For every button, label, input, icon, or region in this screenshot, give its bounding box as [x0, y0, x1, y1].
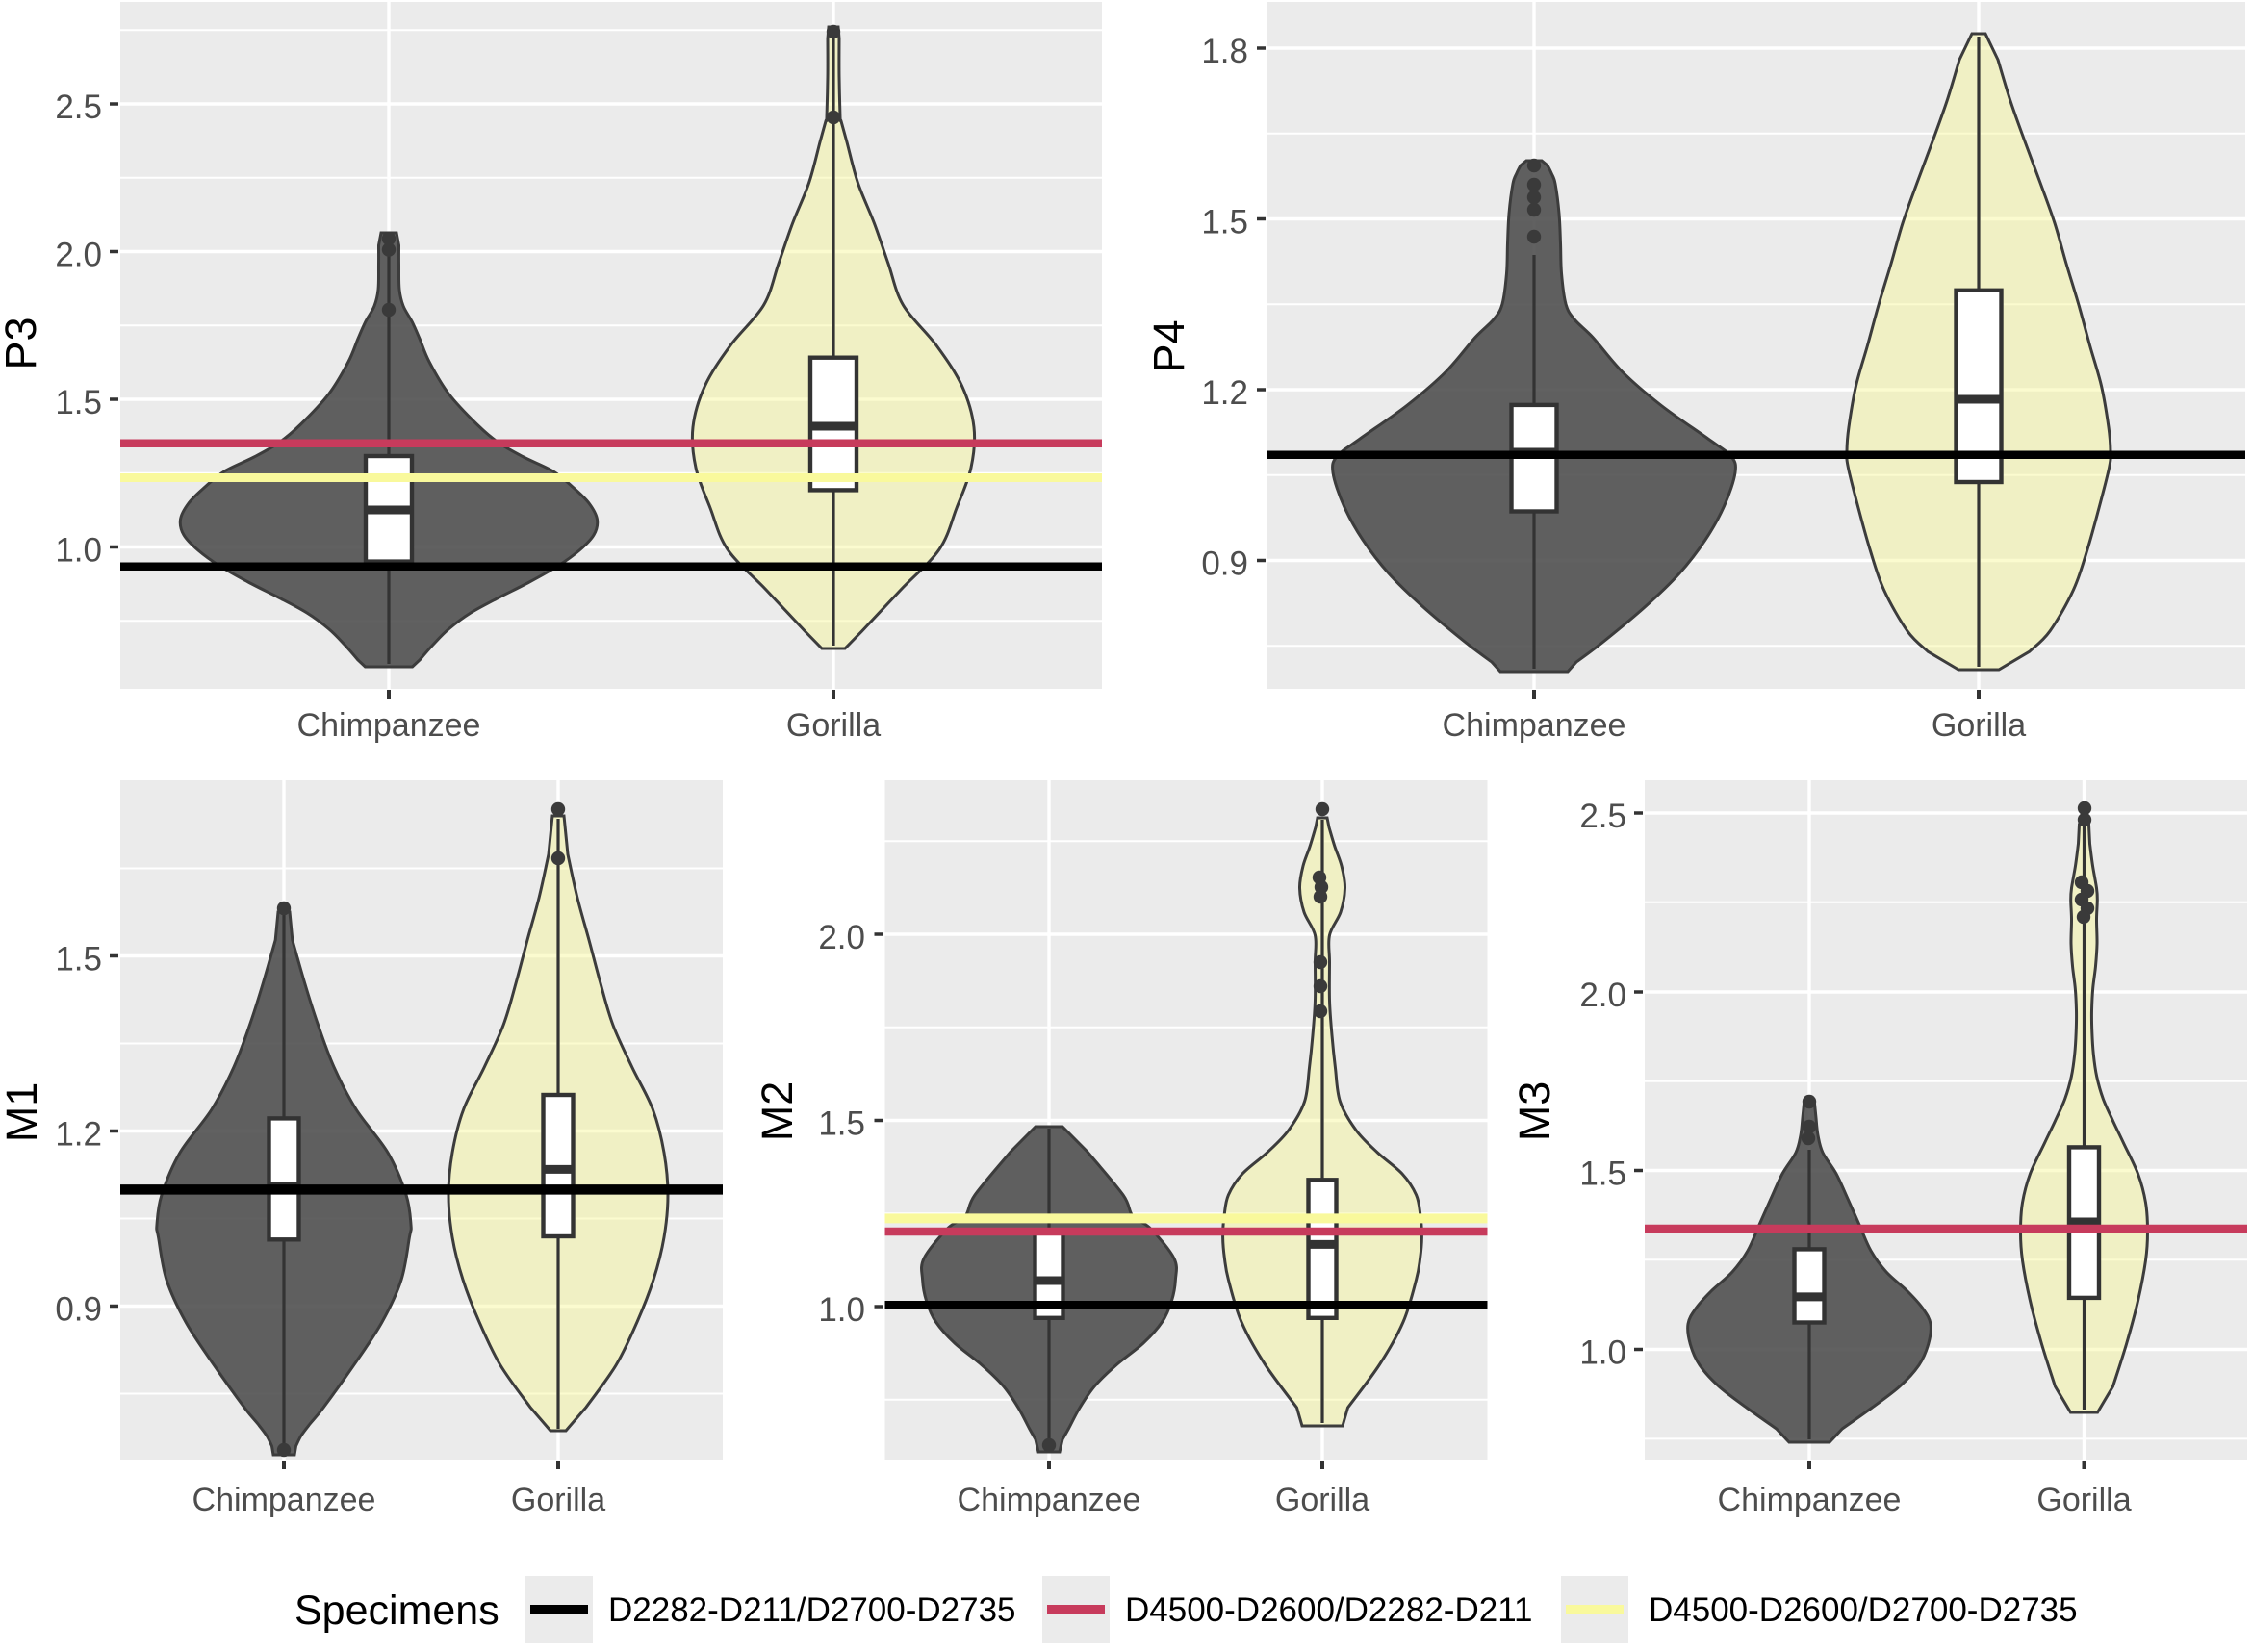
svg-text:1.2: 1.2	[55, 1116, 102, 1154]
svg-text:1.0: 1.0	[55, 532, 102, 570]
svg-text:2.0: 2.0	[818, 919, 865, 956]
svg-text:Gorilla: Gorilla	[511, 1482, 605, 1518]
svg-text:1.8: 1.8	[1201, 33, 1248, 70]
svg-text:0.9: 0.9	[1201, 546, 1248, 583]
svg-text:1.0: 1.0	[818, 1291, 865, 1329]
svg-text:D2282-D211/D2700-D2735: D2282-D211/D2700-D2735	[608, 1591, 1016, 1629]
svg-text:2.5: 2.5	[1579, 798, 1626, 835]
svg-text:D4500-D2600/D2700-D2735: D4500-D2600/D2700-D2735	[1649, 1591, 2078, 1629]
svg-text:1.5: 1.5	[1201, 204, 1248, 241]
svg-text:1.0: 1.0	[1579, 1334, 1626, 1372]
svg-text:2.0: 2.0	[1579, 977, 1626, 1014]
svg-text:P4: P4	[1144, 319, 1193, 372]
svg-text:Chimpanzee: Chimpanzee	[1718, 1482, 1902, 1518]
svg-text:Chimpanzee: Chimpanzee	[1443, 707, 1626, 744]
svg-text:Chimpanzee: Chimpanzee	[958, 1482, 1141, 1518]
svg-text:M1: M1	[0, 1082, 46, 1143]
svg-text:1.5: 1.5	[1579, 1156, 1626, 1193]
svg-text:0.9: 0.9	[55, 1291, 102, 1329]
svg-text:1.5: 1.5	[818, 1106, 865, 1143]
svg-text:Gorilla: Gorilla	[1932, 707, 2026, 744]
svg-text:1.2: 1.2	[1201, 374, 1248, 412]
svg-text:P3: P3	[0, 317, 45, 369]
svg-text:2.5: 2.5	[55, 89, 102, 126]
svg-text:Specimens: Specimens	[294, 1588, 499, 1634]
svg-text:1.5: 1.5	[55, 384, 102, 421]
svg-text:M2: M2	[753, 1081, 802, 1142]
svg-text:2.0: 2.0	[55, 237, 102, 274]
svg-text:Gorilla: Gorilla	[1275, 1482, 1369, 1518]
svg-text:Chimpanzee: Chimpanzee	[297, 707, 481, 744]
svg-text:Chimpanzee: Chimpanzee	[192, 1482, 376, 1518]
svg-text:M3: M3	[1510, 1081, 1559, 1142]
svg-text:D4500-D2600/D2282-D211: D4500-D2600/D2282-D211	[1125, 1591, 1533, 1629]
svg-text:Gorilla: Gorilla	[786, 707, 881, 744]
svg-text:1.5: 1.5	[55, 941, 102, 978]
svg-text:Gorilla: Gorilla	[2036, 1482, 2131, 1518]
